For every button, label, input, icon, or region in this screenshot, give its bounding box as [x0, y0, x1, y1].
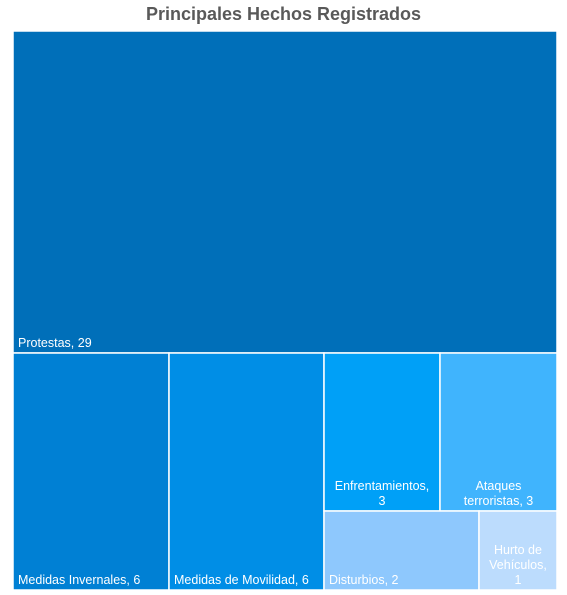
- treemap-label-medidas-de-movilidad: Medidas de Movilidad, 6: [174, 573, 309, 587]
- treemap-label-ataques-terroristas: Ataques terroristas, 3: [464, 479, 534, 508]
- treemap-rect-protestas: [12, 30, 558, 354]
- treemap-rect-ataques-terroristas: [439, 352, 558, 512]
- treemap-cell-medidas-de-movilidad: Medidas de Movilidad, 6: [168, 352, 325, 591]
- treemap-rect-hurto-de-veh-culos: [478, 510, 558, 591]
- treemap-rect-medidas-de-movilidad: [168, 352, 325, 591]
- chart-title: Principales Hechos Registrados: [145, 4, 422, 24]
- treemap-cell-hurto-de-veh-culos: Hurto de Vehículos, 1: [478, 510, 558, 591]
- treemap-label-protestas: Protestas, 29: [18, 336, 92, 350]
- treemap-label-medidas-invernales: Medidas Invernales, 6: [18, 573, 140, 587]
- treemap-rect-medidas-invernales: [12, 352, 170, 591]
- treemap-label-disturbios: Disturbios, 2: [329, 573, 399, 587]
- treemap-cell-enfrentamientos: Enfrentamientos, 3: [323, 352, 441, 512]
- treemap-cell-ataques-terroristas: Ataques terroristas, 3: [439, 352, 558, 512]
- treemap-label-enfrentamientos: Enfrentamientos, 3: [335, 479, 430, 508]
- treemap-cell-medidas-invernales: Medidas Invernales, 6: [12, 352, 170, 591]
- treemap-rect-disturbios: [323, 510, 480, 591]
- treemap-label-hurto-de-veh-culos: Hurto de Vehículos, 1: [489, 543, 547, 587]
- treemap-cell-protestas: Protestas, 29: [12, 30, 558, 354]
- treemap-cell-disturbios: Disturbios, 2: [323, 510, 480, 591]
